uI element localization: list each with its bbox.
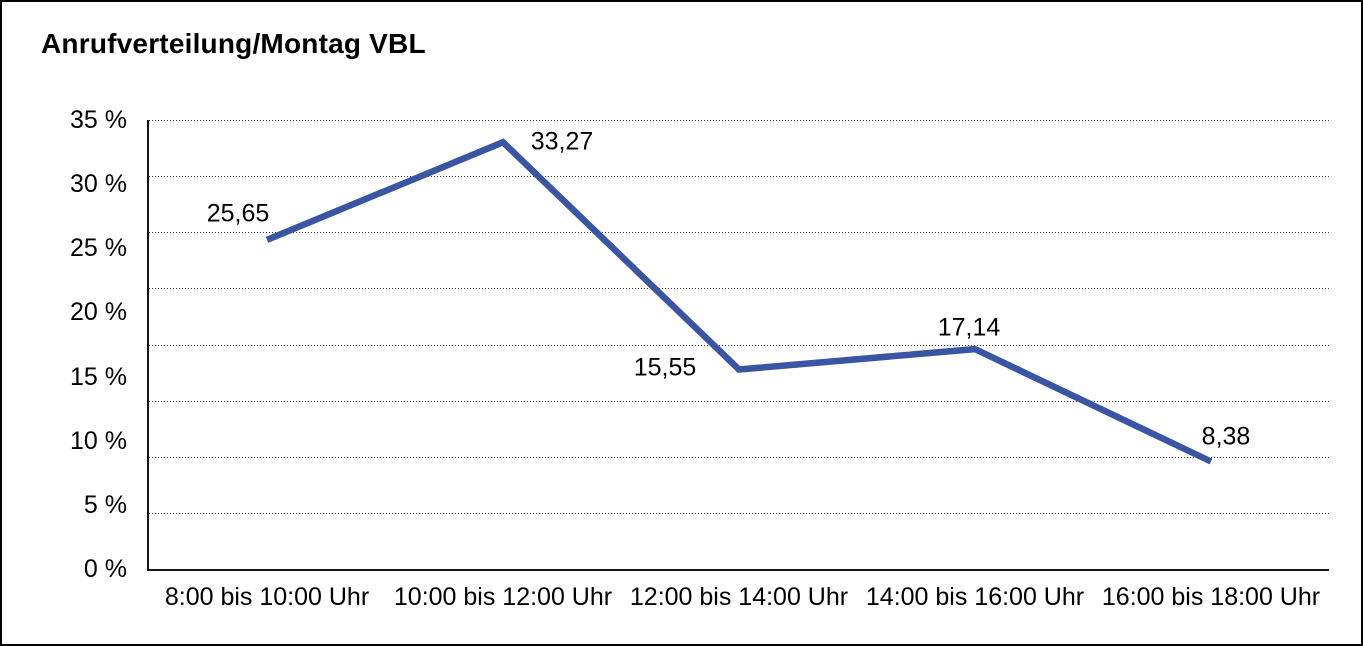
- gridline: [149, 288, 1329, 289]
- point-value-label: 33,27: [530, 127, 594, 156]
- gridline: [149, 457, 1329, 458]
- chart-title: Anrufverteilung/Montag VBL: [41, 28, 426, 59]
- y-axis-tick-label: 20 %: [70, 298, 127, 326]
- x-axis-category-label: 10:00 bis 12:00 Uhr: [393, 583, 613, 611]
- x-axis-category-label: 16:00 bis 18:00 Uhr: [1101, 583, 1321, 611]
- x-axis-category-label: 14:00 bis 16:00 Uhr: [865, 583, 1085, 611]
- point-value-label: 15,55: [633, 353, 697, 382]
- y-axis-tick-label: 0 %: [83, 555, 127, 583]
- series-line: [265, 138, 1213, 465]
- x-axis-category-label: 8:00 bis 10:00 Uhr: [164, 583, 370, 611]
- plot-area: 35 % 30 % 25 % 20 % 15 % 10 % 5 % 0 % 8:00 bis 1…: [70, 106, 1329, 611]
- line-series-canvas: [265, 138, 1213, 465]
- point-value-label: 8,38: [1201, 422, 1251, 451]
- y-axis-tick-label: 35 %: [70, 106, 127, 134]
- point-value-label: 17,14: [937, 313, 1001, 342]
- gridline: [149, 401, 1329, 402]
- gridline: [149, 345, 1329, 346]
- y-axis-tick-label: 5 %: [83, 491, 127, 519]
- gridline: [149, 513, 1329, 514]
- y-axis-tick-label: 30 %: [70, 170, 127, 198]
- gridline: [149, 176, 1329, 177]
- point-value-label: 25,65: [206, 199, 270, 228]
- gridline: [149, 120, 1329, 121]
- gridline: [149, 232, 1329, 233]
- y-axis-tick-label: 25 %: [70, 234, 127, 262]
- y-axis-tick-label: 10 %: [70, 427, 127, 455]
- x-axis-category-label: 12:00 bis 14:00 Uhr: [629, 583, 849, 611]
- y-axis-tick-label: 15 %: [70, 363, 127, 391]
